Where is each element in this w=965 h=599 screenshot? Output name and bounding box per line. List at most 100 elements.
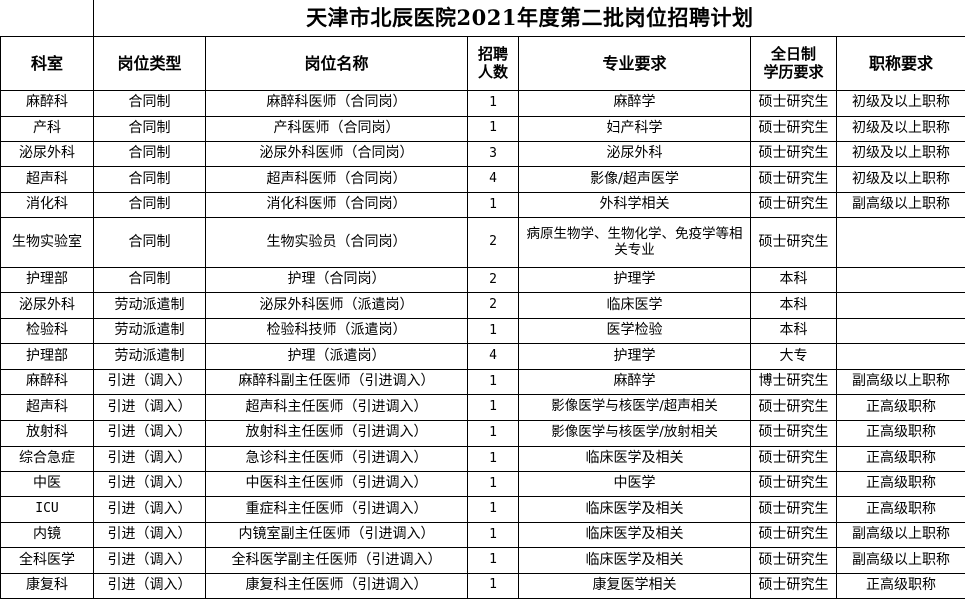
cell-count: 2 [467, 217, 519, 269]
column-header-count-line1: 招聘 [477, 45, 508, 64]
table-row[interactable]: 生物实验室 合同制 生物实验员（合同岗） 2 病原生物学、生物化学、免疫学等相关专业 硕士… [0, 217, 965, 269]
cell-major: 护理学 [518, 343, 751, 370]
cell-degree: 博士研究生 [750, 368, 837, 396]
cell-degree: 本科 [750, 317, 837, 345]
cell-degree: 硕士研究生 [750, 115, 837, 142]
cell-count: 4 [467, 343, 519, 370]
cell-major: 泌尿外科 [518, 140, 751, 168]
cell-degree: 硕士研究生 [750, 90, 837, 117]
cell-rank [835, 217, 965, 269]
cell-dept: 泌尿外科 [0, 140, 94, 168]
column-header-count: 招聘 人数 [467, 36, 519, 92]
cell-type: 引进（调入） [93, 368, 206, 396]
cell-dept: 麻醉科 [0, 368, 94, 396]
cell-count: 1 [467, 90, 519, 117]
cell-dept: 康复科 [0, 572, 94, 599]
cell-major: 康复医学相关 [518, 572, 751, 599]
cell-post: 放射科主任医师（引进调入） [205, 419, 468, 447]
cell-major: 医学检验 [518, 317, 751, 345]
cell-rank: 副高级以上职称 [835, 547, 965, 574]
table-row[interactable]: 中医 引进（调入） 中医科主任医师（引进调入） 1 中医学 硕士研究生 正高级职称 [0, 470, 965, 498]
cell-rank: 正高级职称 [835, 445, 965, 472]
cell-major: 护理学 [518, 267, 751, 294]
cell-dept: 超声科 [0, 166, 94, 193]
cell-count: 1 [467, 368, 519, 396]
table-row[interactable]: 护理部 劳动派遣制 护理（派遣岗） 4 护理学 大专 [0, 343, 965, 370]
cell-post: 重症科主任医师（引进调入） [205, 496, 468, 523]
cell-type: 引进（调入） [93, 496, 206, 523]
cell-post: 麻醉科副主任医师（引进调入） [205, 368, 468, 396]
cell-dept: 超声科 [0, 394, 94, 421]
cell-degree: 硕士研究生 [750, 445, 837, 472]
cell-count: 1 [467, 470, 519, 498]
cell-post: 内镜室副主任医师（引进调入） [205, 521, 468, 549]
cell-degree: 硕士研究生 [750, 140, 837, 168]
cell-dept: 内镜 [0, 521, 94, 549]
table-row[interactable]: 康复科 引进（调入） 康复科主任医师（引进调入） 1 康复医学相关 硕士研究生 正高级职称 [0, 572, 965, 599]
cell-post: 中医科主任医师（引进调入） [205, 470, 468, 498]
cell-post: 护理（派遣岗） [205, 343, 468, 370]
table-row[interactable]: 消化科 合同制 消化科医师（合同岗） 1 外科学相关 硕士研究生 副高级以上职称 [0, 191, 965, 219]
cell-type: 引进（调入） [93, 572, 206, 599]
column-header-type: 岗位类型 [93, 36, 206, 92]
cell-degree: 硕士研究生 [750, 521, 837, 549]
table-row[interactable]: 超声科 引进（调入） 超声科主任医师（引进调入） 1 影像医学与核医学/超声相关 硕士研究… [0, 394, 965, 421]
cell-rank [835, 292, 965, 319]
cell-post: 消化科医师（合同岗） [205, 191, 468, 219]
cell-count: 1 [467, 521, 519, 549]
cell-rank: 初级及以上职称 [835, 140, 965, 168]
cell-type: 引进（调入） [93, 445, 206, 472]
cell-dept: 综合急症 [0, 445, 94, 472]
cell-dept: 泌尿外科 [0, 292, 94, 319]
table-row[interactable]: 综合急症 引进（调入） 急诊科主任医师（引进调入） 1 临床医学及相关 硕士研究生 正高级职… [0, 445, 965, 472]
cell-major: 麻醉学 [518, 90, 751, 117]
cell-type: 劳动派遣制 [93, 343, 206, 370]
cell-degree: 本科 [750, 292, 837, 319]
cell-count: 4 [467, 166, 519, 193]
table-row[interactable]: 护理部 合同制 护理（合同岗） 2 护理学 本科 [0, 267, 965, 294]
cell-dept: 产科 [0, 115, 94, 142]
cell-major: 影像/超声医学 [518, 166, 751, 193]
cell-dept: 护理部 [0, 343, 94, 370]
title-row: 天津市北辰医院2021年度第二批岗位招聘计划 [0, 0, 965, 37]
cell-count: 3 [467, 140, 519, 168]
cell-post: 超声科医师（合同岗） [205, 166, 468, 193]
cell-major: 中医学 [518, 470, 751, 498]
cell-major: 影像医学与核医学/放射相关 [518, 419, 751, 447]
cell-major: 临床医学及相关 [518, 445, 751, 472]
cell-rank: 副高级以上职称 [835, 368, 965, 396]
table-row[interactable]: 超声科 合同制 超声科医师（合同岗） 4 影像/超声医学 硕士研究生 初级及以上职称 [0, 166, 965, 193]
cell-degree: 硕士研究生 [750, 470, 837, 498]
cell-major: 麻醉学 [518, 368, 751, 396]
cell-type: 合同制 [93, 191, 206, 219]
table-row[interactable]: 麻醉科 引进（调入） 麻醉科副主任医师（引进调入） 1 麻醉学 博士研究生 副高级以上职称 [0, 368, 965, 396]
table-header-row: 科室 岗位类型 岗位名称 招聘 人数 专业要求 全日制 学历要求 职称要求 [0, 36, 965, 92]
cell-count: 1 [467, 115, 519, 142]
table-row[interactable]: 内镜 引进（调入） 内镜室副主任医师（引进调入） 1 临床医学及相关 硕士研究生 副高级以上… [0, 521, 965, 549]
cell-major: 病原生物学、生物化学、免疫学等相关专业 [518, 217, 751, 269]
cell-type: 合同制 [93, 140, 206, 168]
cell-degree: 硕士研究生 [750, 166, 837, 193]
cell-count: 1 [467, 496, 519, 523]
table-row[interactable]: 泌尿外科 劳动派遣制 泌尿外科医师（派遣岗） 2 临床医学 本科 [0, 292, 965, 319]
table-row[interactable]: 放射科 引进（调入） 放射科主任医师（引进调入） 1 影像医学与核医学/放射相关 硕士研究… [0, 419, 965, 447]
cell-dept: 放射科 [0, 419, 94, 447]
table-row[interactable]: 全科医学 引进（调入） 全科医学副主任医师（引进调入） 1 临床医学及相关 硕士研究生 副高… [0, 547, 965, 574]
cell-degree: 硕士研究生 [750, 572, 837, 599]
cell-degree: 硕士研究生 [750, 217, 837, 269]
cell-type: 引进（调入） [93, 521, 206, 549]
table-row[interactable]: 产科 合同制 产科医师（合同岗） 1 妇产科学 硕士研究生 初级及以上职称 [0, 115, 965, 142]
table-row[interactable]: 检验科 劳动派遣制 检验科技师（派遣岗） 1 医学检验 本科 [0, 317, 965, 345]
cell-type: 合同制 [93, 115, 206, 142]
cell-count: 1 [467, 547, 519, 574]
cell-type: 合同制 [93, 90, 206, 117]
table-row[interactable]: 麻醉科 合同制 麻醉科医师（合同岗） 1 麻醉学 硕士研究生 初级及以上职称 [0, 90, 965, 117]
table-row[interactable]: ICU 引进（调入） 重症科主任医师（引进调入） 1 临床医学及相关 硕士研究生 正高级职称 [0, 496, 965, 523]
cell-post: 生物实验员（合同岗） [205, 217, 468, 269]
cell-post: 泌尿外科医师（派遣岗） [205, 292, 468, 319]
cell-dept: 护理部 [0, 267, 94, 294]
cell-dept: 消化科 [0, 191, 94, 219]
table-row[interactable]: 泌尿外科 合同制 泌尿外科医师（合同岗） 3 泌尿外科 硕士研究生 初级及以上职称 [0, 140, 965, 168]
